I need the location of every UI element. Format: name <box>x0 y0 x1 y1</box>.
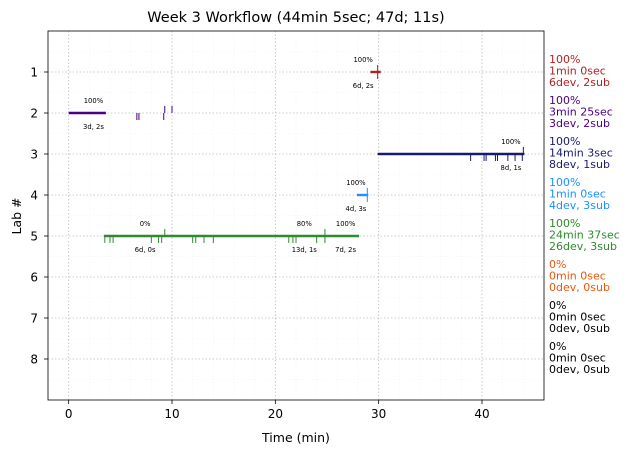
lab-5-summary-line: 24min 37sec <box>549 229 620 242</box>
lab-3-summary-line: 8dev, 1sub <box>549 158 610 171</box>
lab-1-annotation: 100% <box>353 56 373 64</box>
lab-2-summary-line: 3min 25sec <box>549 106 613 119</box>
lab-3-summary-line: 100% <box>549 135 580 148</box>
lab-1-summary-line: 6dev, 2sub <box>549 76 610 89</box>
y-tick-label: 5 <box>30 230 38 244</box>
lab-1-annotation: 6d, 2s <box>353 82 374 90</box>
lab-5-annotation: 7d, 2s <box>335 246 356 254</box>
lab-4-summary-line: 100% <box>549 176 580 189</box>
lab-5-annotation: 80% <box>297 220 313 228</box>
lab-7-summary-line: 0min 0sec <box>549 311 606 324</box>
x-axis-label: Time (min) <box>261 430 330 445</box>
lab-6-summary-line: 0dev, 0sub <box>549 281 610 294</box>
lab-3-annotation: 100% <box>501 138 521 146</box>
y-tick-label: 1 <box>30 66 38 80</box>
lab-3-annotation: 8d, 1s <box>501 164 522 172</box>
x-tick-label: 30 <box>371 407 386 421</box>
x-tick-label: 20 <box>268 407 283 421</box>
lab-5-annotation: 6d, 0s <box>135 246 156 254</box>
lab-4-annotation: 100% <box>346 179 366 187</box>
lab-5-annotation: 0% <box>140 220 151 228</box>
timeline-marks: 100% 6d, 2s 100% 3d, 2s 100% 8d, 1s 100% 4d, 3s… <box>68 56 525 254</box>
lab-7-summary-line: 0dev, 0sub <box>549 322 610 335</box>
x-tick-label: 0 <box>65 407 73 421</box>
lab-5-annotation: 100% <box>336 220 356 228</box>
lab-4-summary-line: 4dev, 3sub <box>549 199 610 212</box>
lab-8-summary-line: 0dev, 0sub <box>549 363 610 376</box>
y-tick-label: 4 <box>30 189 38 203</box>
grid-lines <box>47 30 545 401</box>
chart-title: Week 3 Workflow (44min 5sec; 47d; 11s) <box>147 10 444 26</box>
y-tick-label: 7 <box>30 312 38 326</box>
y-tick-label: 6 <box>30 271 38 285</box>
lab-2-annotation: 3d, 2s <box>83 123 104 131</box>
lab-4-summary-line: 1min 0sec <box>549 188 606 201</box>
lab-4-annotation: 4d, 3s <box>346 205 367 213</box>
lab-5-summary-line: 100% <box>549 217 580 230</box>
lab-5-summary-line: 26dev, 3sub <box>549 240 617 253</box>
lab-8-summary-line: 0% <box>549 340 566 353</box>
lab-8-summary-line: 0min 0sec <box>549 352 606 365</box>
x-tick-label: 10 <box>164 407 179 421</box>
y-tick-label: 8 <box>30 353 38 367</box>
lab-2-summary-line: 3dev, 2sub <box>549 117 610 130</box>
plot-frame <box>47 30 545 401</box>
lab-5-annotation: 13d, 1s <box>292 246 318 254</box>
lab-2-annotation: 100% <box>84 97 104 105</box>
y-tick-label: 3 <box>30 148 38 162</box>
lab-7-summary-line: 0% <box>549 299 566 312</box>
y-tick-label: 2 <box>30 107 38 121</box>
y-axis-label: Lab # <box>9 197 24 234</box>
lab-6-summary-line: 0min 0sec <box>549 270 606 283</box>
lab-6-summary-line: 0% <box>549 258 566 271</box>
lab-3-summary-line: 14min 3sec <box>549 147 613 160</box>
lab-2-summary-line: 100% <box>549 94 580 107</box>
lab-1-summary-line: 1min 0sec <box>549 65 606 78</box>
lab-1-summary-line: 100% <box>549 53 580 66</box>
x-tick-label: 40 <box>474 407 489 421</box>
axis-ticks: 0 10 20 30 40 1 2 3 4 5 6 7 8 <box>30 66 489 422</box>
